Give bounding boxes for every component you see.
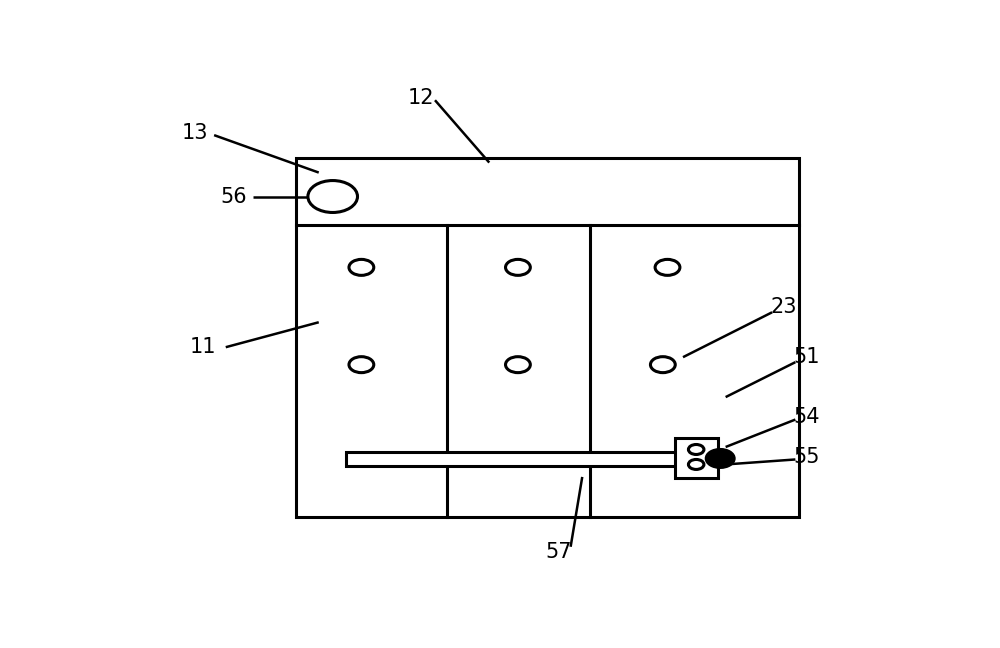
Text: 23: 23 [770,297,797,318]
Text: 11: 11 [189,337,216,357]
Circle shape [706,450,734,467]
Bar [346,452,695,467]
Text: 51: 51 [794,347,820,367]
Text: 56: 56 [220,187,247,207]
Bar [296,157,799,517]
Text: 55: 55 [794,447,820,467]
Text: 12: 12 [408,87,434,108]
Text: 54: 54 [794,407,820,427]
Text: 13: 13 [182,122,208,143]
Bar [675,438,718,478]
Text: 57: 57 [546,542,572,562]
